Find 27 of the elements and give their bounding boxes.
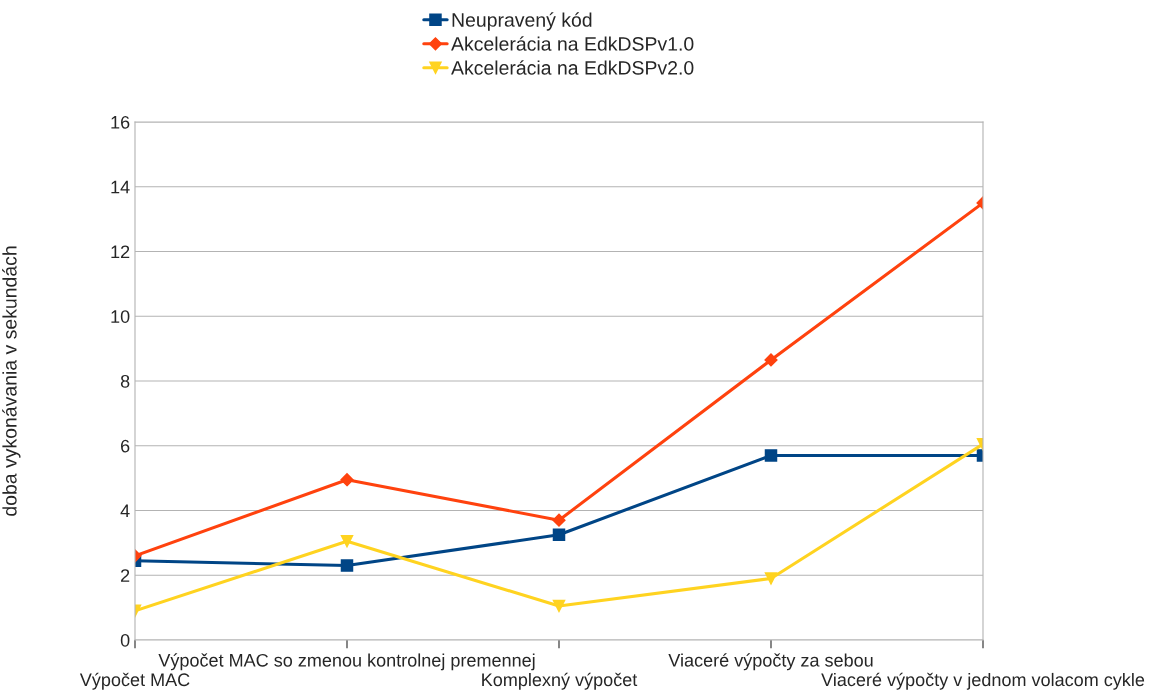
x-tick-label: Viaceré výpočty za sebou (668, 653, 873, 671)
point (552, 599, 566, 613)
y-tick-label: 12 (111, 245, 130, 259)
y-axis-title: doba vykonávania v sekundách (2, 246, 21, 516)
point (552, 528, 566, 542)
point (340, 535, 354, 548)
y-tick-label: 8 (120, 374, 130, 388)
legend-label: Akcelerácia na EdkDSPv1.0 (451, 36, 694, 51)
point (340, 559, 354, 572)
point (340, 473, 354, 487)
point (764, 572, 778, 585)
y-tick-label: 2 (121, 569, 130, 582)
x-tick-label: Komplexný výpočet (482, 672, 638, 690)
legend-label: Akcelerácia na EdkDSPv2.0 (451, 60, 694, 75)
y-tick-label: 16 (111, 115, 130, 129)
x-tick-label: Výpočet MAC (79, 672, 190, 690)
y-tick-label: 14 (111, 180, 130, 194)
x-tick-label: Výpočet MAC so zmenou kontrolnej premennej (158, 653, 535, 671)
y-tick-label: 10 (111, 310, 130, 323)
legend-label: Neupravený kód (452, 12, 592, 31)
y-tick-label: 0 (120, 633, 130, 647)
x-tick-label: Viaceré výpočty v jednom volacom cykle (821, 672, 1145, 690)
point (764, 353, 778, 367)
point (552, 513, 566, 527)
y-tick-label: 6 (121, 439, 130, 453)
point (764, 449, 778, 462)
y-tick-label: 4 (120, 504, 130, 518)
